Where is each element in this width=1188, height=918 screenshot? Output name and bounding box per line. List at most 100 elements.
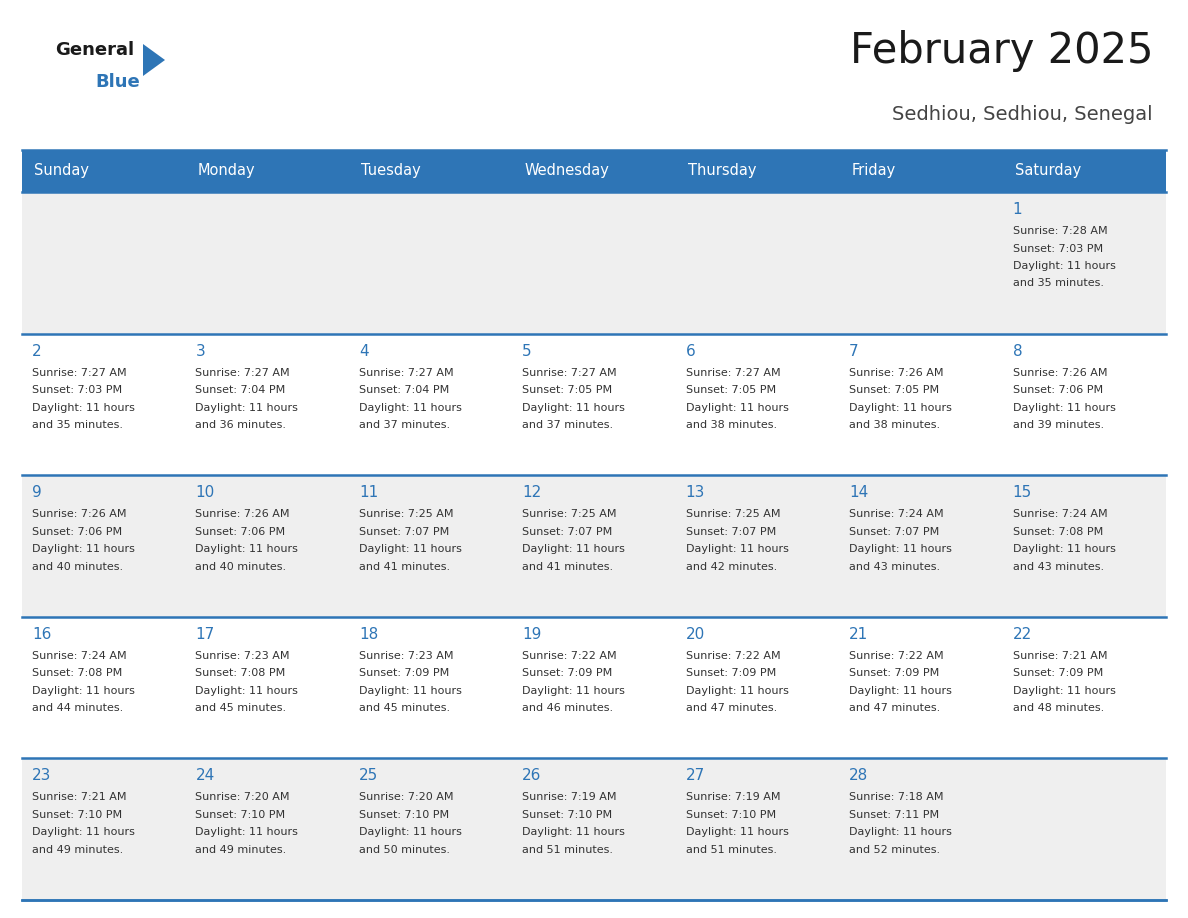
Text: 22: 22: [1012, 627, 1032, 642]
Text: 21: 21: [849, 627, 868, 642]
Text: Sunrise: 7:27 AM: Sunrise: 7:27 AM: [196, 367, 290, 377]
Text: and 47 minutes.: and 47 minutes.: [849, 703, 941, 713]
Text: 3: 3: [196, 343, 206, 359]
Text: and 51 minutes.: and 51 minutes.: [685, 845, 777, 855]
Text: Daylight: 11 hours: Daylight: 11 hours: [32, 686, 135, 696]
Text: 23: 23: [32, 768, 51, 783]
Text: Sunset: 7:06 PM: Sunset: 7:06 PM: [196, 527, 285, 537]
Text: 12: 12: [523, 486, 542, 500]
Bar: [512, 333, 676, 476]
Text: 4: 4: [359, 343, 368, 359]
Text: Sunrise: 7:27 AM: Sunrise: 7:27 AM: [32, 367, 127, 377]
Text: Sunset: 7:07 PM: Sunset: 7:07 PM: [849, 527, 940, 537]
Text: 5: 5: [523, 343, 532, 359]
Bar: [349, 192, 512, 333]
Text: February 2025: February 2025: [849, 30, 1154, 72]
Text: Sunrise: 7:28 AM: Sunrise: 7:28 AM: [1012, 226, 1107, 236]
Text: Sunset: 7:06 PM: Sunset: 7:06 PM: [1012, 385, 1102, 395]
Text: Sunset: 7:04 PM: Sunset: 7:04 PM: [359, 385, 449, 395]
Text: Daylight: 11 hours: Daylight: 11 hours: [196, 686, 298, 696]
Text: Daylight: 11 hours: Daylight: 11 hours: [359, 827, 462, 837]
Text: Sunset: 7:05 PM: Sunset: 7:05 PM: [523, 385, 612, 395]
Text: 10: 10: [196, 486, 215, 500]
Text: and 49 minutes.: and 49 minutes.: [196, 845, 286, 855]
Text: Sunset: 7:09 PM: Sunset: 7:09 PM: [849, 668, 940, 678]
Bar: [23, 617, 185, 758]
Text: 15: 15: [1012, 486, 1032, 500]
Text: Daylight: 11 hours: Daylight: 11 hours: [1012, 544, 1116, 554]
Text: and 40 minutes.: and 40 minutes.: [32, 562, 124, 572]
Text: Sunset: 7:09 PM: Sunset: 7:09 PM: [1012, 668, 1102, 678]
Bar: [676, 476, 839, 617]
Text: Wednesday: Wednesday: [524, 163, 609, 178]
Text: Daylight: 11 hours: Daylight: 11 hours: [523, 544, 625, 554]
Text: Daylight: 11 hours: Daylight: 11 hours: [685, 686, 789, 696]
Text: and 43 minutes.: and 43 minutes.: [1012, 562, 1104, 572]
Text: Sunset: 7:10 PM: Sunset: 7:10 PM: [685, 810, 776, 820]
Text: Sunrise: 7:26 AM: Sunrise: 7:26 AM: [1012, 367, 1107, 377]
Text: Blue: Blue: [95, 73, 140, 91]
Text: Daylight: 11 hours: Daylight: 11 hours: [1012, 403, 1116, 412]
Bar: [185, 333, 349, 476]
Text: and 40 minutes.: and 40 minutes.: [196, 562, 286, 572]
Text: Daylight: 11 hours: Daylight: 11 hours: [685, 827, 789, 837]
Text: Daylight: 11 hours: Daylight: 11 hours: [685, 403, 789, 412]
Bar: [512, 476, 676, 617]
Text: Sunset: 7:10 PM: Sunset: 7:10 PM: [359, 810, 449, 820]
Text: and 51 minutes.: and 51 minutes.: [523, 845, 613, 855]
Bar: [349, 617, 512, 758]
Text: Sunset: 7:06 PM: Sunset: 7:06 PM: [32, 527, 122, 537]
Text: and 38 minutes.: and 38 minutes.: [849, 420, 940, 431]
Text: and 37 minutes.: and 37 minutes.: [523, 420, 613, 431]
Text: Sunrise: 7:25 AM: Sunrise: 7:25 AM: [523, 509, 617, 520]
Text: Sunset: 7:09 PM: Sunset: 7:09 PM: [523, 668, 613, 678]
Text: 28: 28: [849, 768, 868, 783]
Text: and 52 minutes.: and 52 minutes.: [849, 845, 940, 855]
Text: Sunset: 7:09 PM: Sunset: 7:09 PM: [359, 668, 449, 678]
Text: Sunrise: 7:22 AM: Sunrise: 7:22 AM: [523, 651, 617, 661]
Polygon shape: [143, 44, 165, 76]
Text: Daylight: 11 hours: Daylight: 11 hours: [32, 544, 135, 554]
Text: Friday: Friday: [851, 163, 896, 178]
Bar: [23, 192, 185, 333]
Bar: [839, 192, 1003, 333]
Text: Sunrise: 7:25 AM: Sunrise: 7:25 AM: [359, 509, 454, 520]
Text: Sunset: 7:03 PM: Sunset: 7:03 PM: [32, 385, 122, 395]
Text: and 41 minutes.: and 41 minutes.: [523, 562, 613, 572]
Text: 8: 8: [1012, 343, 1022, 359]
Text: Sunset: 7:10 PM: Sunset: 7:10 PM: [32, 810, 122, 820]
Text: Daylight: 11 hours: Daylight: 11 hours: [196, 403, 298, 412]
Text: Sunset: 7:11 PM: Sunset: 7:11 PM: [849, 810, 940, 820]
Text: Sunrise: 7:21 AM: Sunrise: 7:21 AM: [1012, 651, 1107, 661]
Text: Daylight: 11 hours: Daylight: 11 hours: [1012, 686, 1116, 696]
Bar: [185, 758, 349, 900]
Text: Sunrise: 7:21 AM: Sunrise: 7:21 AM: [32, 792, 126, 802]
Text: 19: 19: [523, 627, 542, 642]
Text: and 35 minutes.: and 35 minutes.: [1012, 278, 1104, 288]
Bar: [1003, 333, 1165, 476]
Text: Sunrise: 7:18 AM: Sunrise: 7:18 AM: [849, 792, 943, 802]
Text: Sunset: 7:08 PM: Sunset: 7:08 PM: [196, 668, 285, 678]
Text: Sunrise: 7:26 AM: Sunrise: 7:26 AM: [196, 509, 290, 520]
Text: Daylight: 11 hours: Daylight: 11 hours: [1012, 261, 1116, 271]
Text: 27: 27: [685, 768, 704, 783]
Text: Sunrise: 7:19 AM: Sunrise: 7:19 AM: [523, 792, 617, 802]
Text: Saturday: Saturday: [1015, 163, 1081, 178]
Text: 24: 24: [196, 768, 215, 783]
Text: Sunrise: 7:20 AM: Sunrise: 7:20 AM: [196, 792, 290, 802]
Text: and 46 minutes.: and 46 minutes.: [523, 703, 613, 713]
Text: Daylight: 11 hours: Daylight: 11 hours: [196, 544, 298, 554]
Text: Daylight: 11 hours: Daylight: 11 hours: [196, 827, 298, 837]
Text: and 45 minutes.: and 45 minutes.: [359, 703, 450, 713]
Bar: [676, 192, 839, 333]
Text: Sunset: 7:07 PM: Sunset: 7:07 PM: [359, 527, 449, 537]
Text: and 50 minutes.: and 50 minutes.: [359, 845, 450, 855]
Text: Sunrise: 7:25 AM: Sunrise: 7:25 AM: [685, 509, 781, 520]
Bar: [512, 758, 676, 900]
Text: Sunset: 7:05 PM: Sunset: 7:05 PM: [685, 385, 776, 395]
Text: Sunset: 7:03 PM: Sunset: 7:03 PM: [1012, 243, 1102, 253]
Text: Monday: Monday: [197, 163, 255, 178]
Bar: [185, 617, 349, 758]
Text: and 38 minutes.: and 38 minutes.: [685, 420, 777, 431]
Bar: [349, 758, 512, 900]
